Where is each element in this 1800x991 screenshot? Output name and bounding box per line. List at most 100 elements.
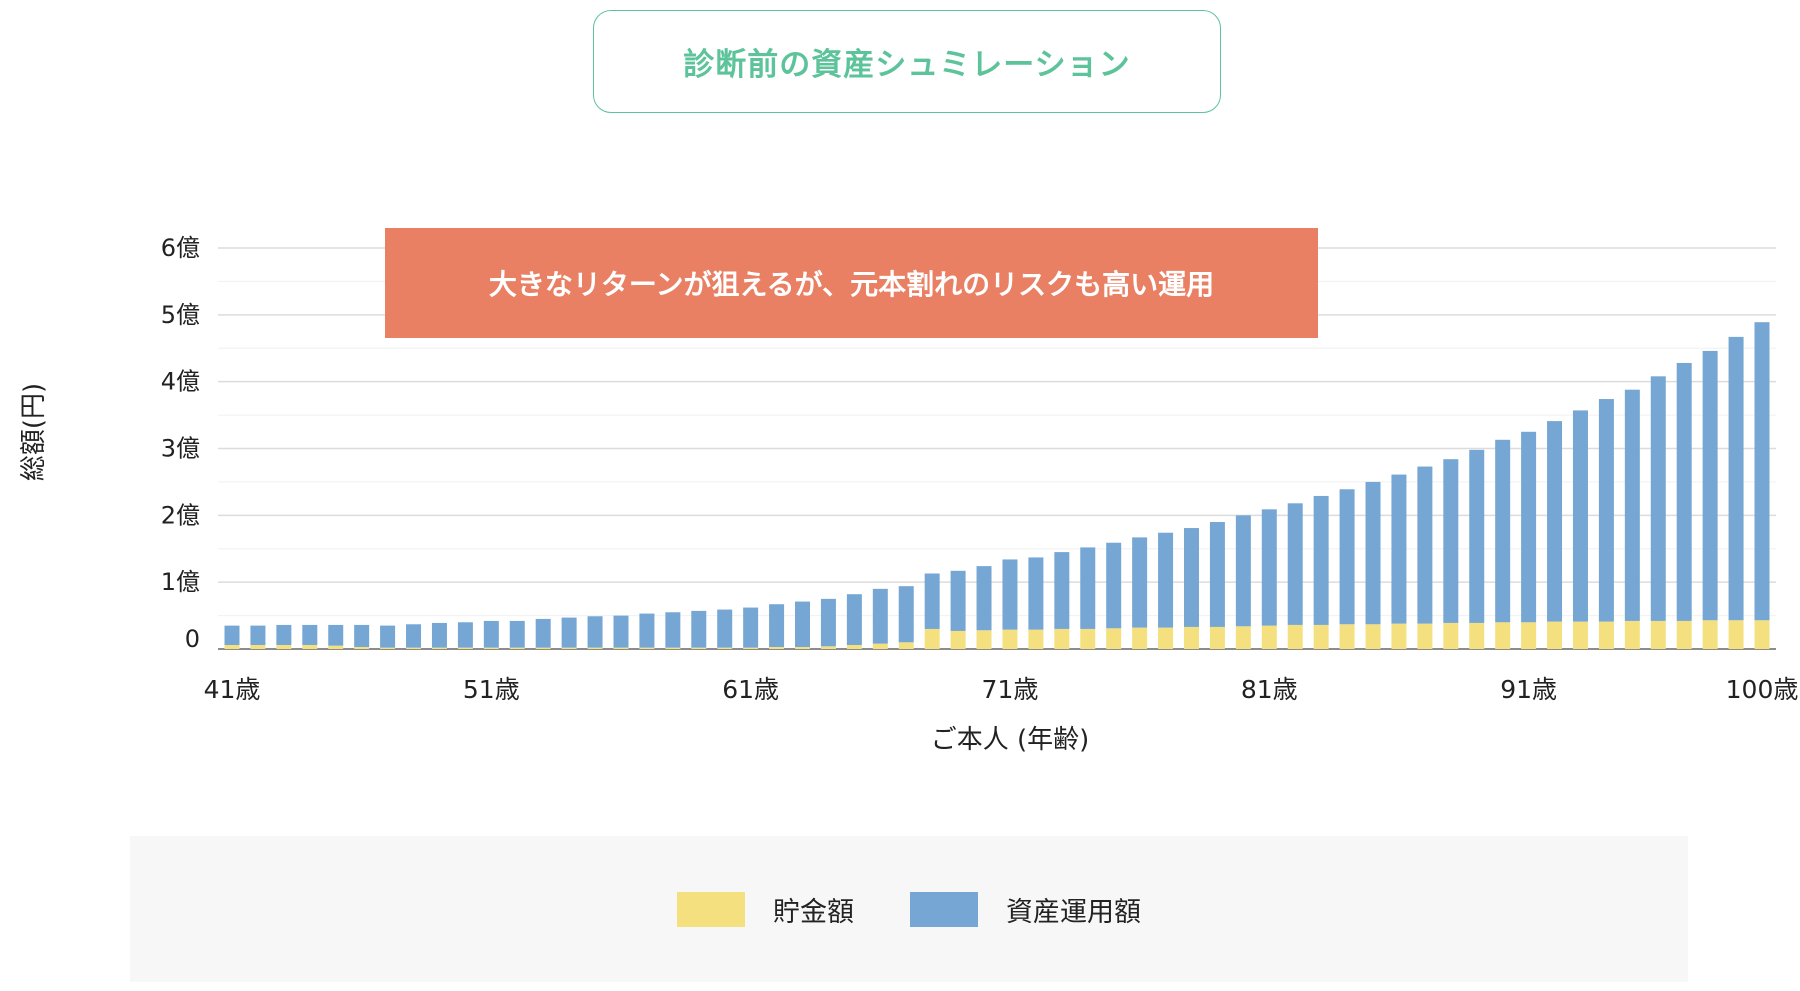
bar-investment xyxy=(1702,350,1718,621)
x-tick-label: 91歳 xyxy=(1500,675,1557,704)
bar-savings xyxy=(665,647,681,649)
bar-savings xyxy=(1313,624,1329,649)
bar-investment xyxy=(665,612,681,648)
x-tick-label: 51歳 xyxy=(463,675,520,704)
bar-investment xyxy=(535,618,551,648)
bar-savings xyxy=(1676,620,1692,649)
bar-investment xyxy=(1676,362,1692,621)
bar-investment xyxy=(743,607,759,648)
bar-investment xyxy=(898,586,914,643)
y-tick-label: 6億 xyxy=(161,234,200,262)
bar-savings xyxy=(276,644,292,649)
bar-investment xyxy=(846,594,862,645)
bar-savings xyxy=(1261,625,1277,649)
y-tick-label: 2億 xyxy=(161,501,200,529)
legend: 貯金額 資産運用額 xyxy=(130,836,1688,982)
y-tick-label: 4億 xyxy=(161,368,200,396)
bar-investment xyxy=(276,624,292,645)
bar-savings xyxy=(1106,628,1122,649)
bar-investment xyxy=(976,566,992,631)
bar-investment xyxy=(1339,489,1355,625)
bar-savings xyxy=(1028,629,1044,649)
bar-investment xyxy=(561,617,577,648)
bar-savings xyxy=(328,645,344,649)
bar-savings xyxy=(639,647,655,649)
bar-investment xyxy=(587,616,603,648)
bar-investment xyxy=(224,625,240,645)
bar-savings xyxy=(457,647,473,649)
bar-savings xyxy=(1080,628,1096,649)
x-tick-label: 100歳 xyxy=(1726,675,1799,704)
bar-investment xyxy=(1028,557,1044,630)
bar-investment xyxy=(1469,449,1485,623)
bar-savings xyxy=(561,647,577,649)
bar-savings xyxy=(717,647,733,649)
bar-savings xyxy=(1521,622,1537,649)
x-tick-label: 71歳 xyxy=(982,675,1039,704)
bar-savings xyxy=(613,647,629,649)
bar-investment xyxy=(1261,509,1277,626)
bar-investment xyxy=(1313,495,1329,625)
bar-investment xyxy=(354,624,370,647)
bar-savings xyxy=(1183,626,1199,649)
bar-investment xyxy=(769,604,785,647)
bar-savings xyxy=(302,644,318,649)
bar-investment xyxy=(1287,503,1303,625)
bar-investment xyxy=(1106,542,1122,629)
bar-investment xyxy=(250,625,266,645)
bar-investment xyxy=(950,570,966,631)
bar-savings xyxy=(1417,623,1433,649)
y-tick-label: 3億 xyxy=(161,435,200,463)
bar-savings xyxy=(483,647,499,649)
bar-investment xyxy=(1391,474,1407,624)
bar-investment xyxy=(717,609,733,648)
bar-investment xyxy=(328,624,344,646)
bar-savings xyxy=(898,642,914,649)
bar-investment xyxy=(1235,515,1251,627)
bar-savings xyxy=(1054,628,1070,649)
y-tick-label: 0 xyxy=(185,625,200,653)
bar-investment xyxy=(1443,459,1459,623)
legend-item-savings: 貯金額 xyxy=(677,890,854,929)
bar-savings xyxy=(1391,623,1407,649)
bar-savings xyxy=(406,647,422,649)
bar-savings xyxy=(431,647,447,649)
bar-savings xyxy=(1339,624,1355,649)
bar-savings xyxy=(769,646,785,649)
x-axis-label: ご本人 (年齢) xyxy=(931,725,1090,755)
bar-investment xyxy=(1054,552,1070,629)
bar-savings xyxy=(691,647,707,649)
risk-banner: 大きなリターンが狙えるが、元本割れのリスクも高い運用 xyxy=(385,228,1318,338)
bar-investment xyxy=(1624,389,1640,621)
risk-banner-text: 大きなリターンが狙えるが、元本割れのリスクも高い運用 xyxy=(488,268,1215,301)
bar-investment xyxy=(639,613,655,648)
bar-savings xyxy=(509,647,525,649)
bar-investment xyxy=(691,610,707,648)
bar-investment xyxy=(1080,547,1096,629)
x-tick-label: 81歳 xyxy=(1241,675,1298,704)
bar-savings xyxy=(924,628,940,649)
bar-savings xyxy=(1158,627,1174,649)
bar-investment xyxy=(1495,439,1511,623)
legend-swatch-investment xyxy=(910,891,978,927)
bar-investment xyxy=(457,622,473,648)
bar-investment xyxy=(1754,322,1770,621)
y-tick-label: 1億 xyxy=(161,568,200,596)
bar-investment xyxy=(924,573,940,629)
bar-investment xyxy=(1417,466,1433,624)
bar-savings xyxy=(846,644,862,649)
title-box: 診断前の資産シュミレーション xyxy=(593,10,1221,113)
bar-investment xyxy=(1521,431,1537,623)
bar-investment xyxy=(795,601,811,647)
legend-label-savings: 貯金額 xyxy=(773,896,854,928)
bar-savings xyxy=(1469,622,1485,649)
bar-savings xyxy=(1650,620,1666,649)
bar-savings xyxy=(1728,620,1744,649)
legend-label-investment: 資産運用額 xyxy=(1006,896,1141,928)
bar-investment xyxy=(1650,376,1666,621)
bar-investment xyxy=(406,624,422,648)
bar-savings xyxy=(250,644,266,649)
bar-investment xyxy=(431,622,447,648)
bar-savings xyxy=(380,647,396,649)
